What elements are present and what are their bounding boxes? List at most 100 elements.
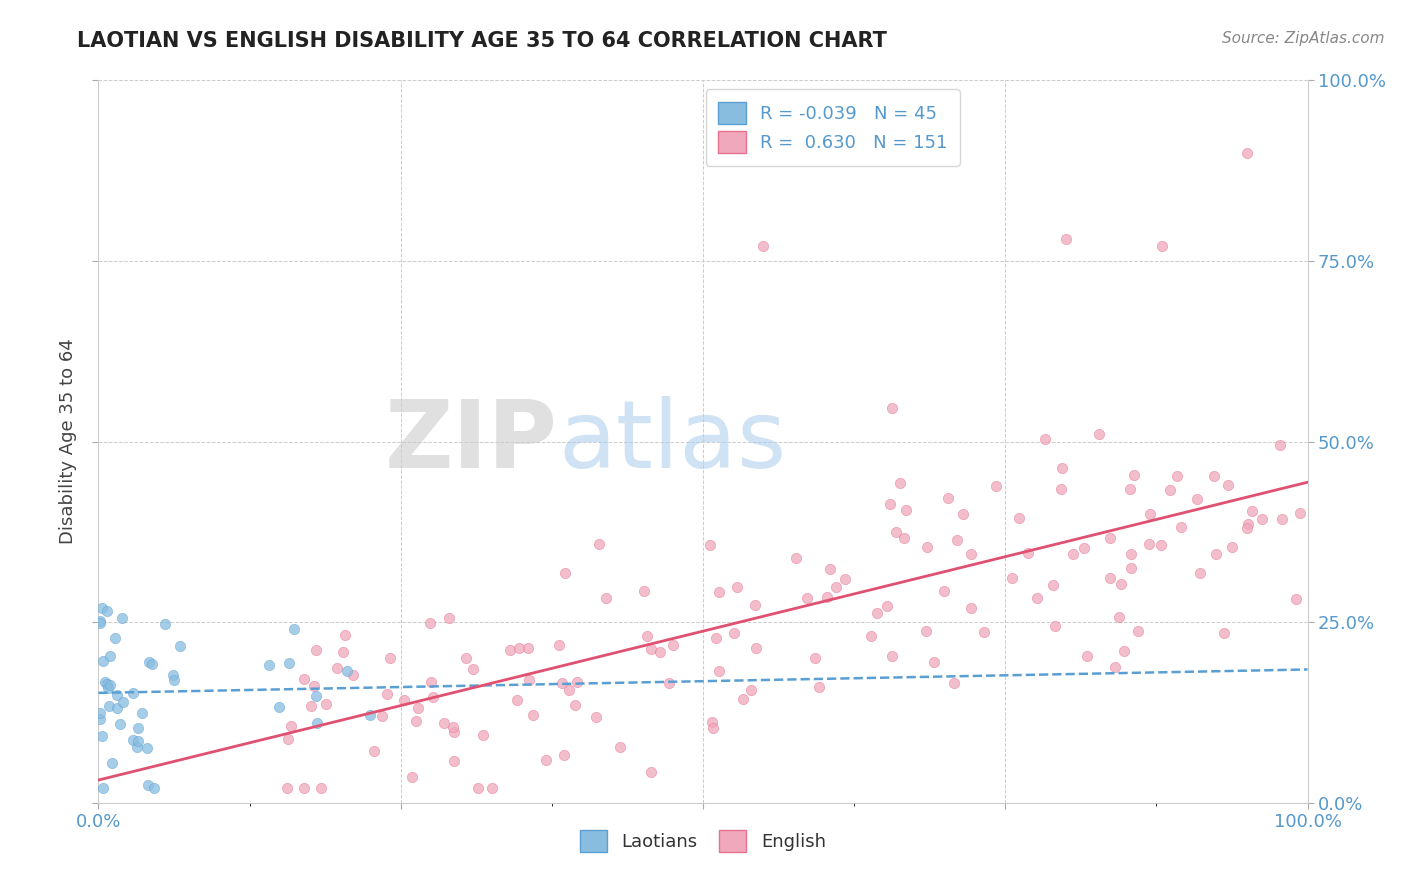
Point (879, 497, 901, 511)
Point (1033, 433, 1056, 447)
Point (277, 732, 299, 747)
Point (481, 781, 503, 796)
Point (122, 732, 145, 747)
Point (89, 706, 111, 720)
Point (595, 591, 617, 605)
Point (406, 701, 429, 715)
Point (1204, 469, 1226, 483)
Point (1285, 592, 1308, 607)
Point (1099, 531, 1122, 545)
Point (1149, 538, 1171, 552)
Point (960, 547, 983, 561)
Point (785, 551, 807, 566)
Point (280, 719, 302, 733)
Point (1076, 649, 1098, 664)
Point (378, 651, 401, 665)
Point (1122, 468, 1144, 483)
Point (553, 748, 575, 763)
Point (401, 770, 423, 784)
Point (704, 631, 727, 645)
Point (422, 690, 444, 704)
Point (859, 629, 882, 643)
Point (461, 662, 484, 676)
Point (91, 781, 114, 796)
Point (834, 572, 856, 586)
Point (932, 583, 955, 598)
Point (104, 631, 127, 645)
Point (267, 700, 290, 714)
Point (89, 615, 111, 630)
Point (441, 720, 464, 734)
Point (326, 661, 349, 675)
Point (96, 676, 118, 690)
Point (89, 614, 111, 628)
Point (508, 640, 530, 655)
Point (946, 533, 969, 548)
Point (733, 692, 755, 706)
Point (943, 675, 966, 690)
Point (1054, 232, 1077, 246)
Point (433, 716, 456, 731)
Point (163, 673, 186, 687)
Point (1220, 540, 1243, 554)
Point (1008, 511, 1031, 525)
Point (1104, 660, 1126, 674)
Point (1139, 507, 1161, 521)
Point (880, 648, 903, 663)
Point (1170, 519, 1192, 533)
Point (1241, 504, 1264, 518)
Point (1001, 571, 1024, 585)
Point (304, 689, 326, 703)
Legend: Laotians, English: Laotians, English (572, 822, 834, 859)
Point (825, 580, 848, 594)
Point (97, 698, 120, 713)
Text: ZIP: ZIP (385, 395, 558, 488)
Point (865, 606, 887, 620)
Point (292, 673, 315, 687)
Point (1213, 626, 1236, 640)
Point (437, 611, 460, 625)
Point (564, 698, 586, 712)
Point (105, 701, 128, 715)
Point (1236, 145, 1258, 160)
Point (98, 678, 121, 692)
Point (377, 687, 399, 701)
Point (952, 508, 974, 522)
Point (1159, 483, 1181, 497)
Point (1216, 478, 1239, 492)
Point (1108, 610, 1130, 624)
Point (744, 598, 766, 612)
Point (1236, 521, 1258, 535)
Point (257, 657, 280, 672)
Point (633, 584, 655, 599)
Point (1250, 512, 1272, 526)
Point (640, 764, 662, 779)
Point (335, 628, 357, 642)
Point (1043, 619, 1066, 633)
Point (105, 688, 128, 702)
Point (882, 401, 904, 415)
Point (915, 540, 938, 554)
Point (658, 675, 681, 690)
Point (90, 601, 112, 615)
Point (818, 561, 841, 575)
Point (142, 781, 165, 796)
Point (111, 611, 134, 625)
Point (550, 676, 572, 690)
Point (915, 624, 938, 638)
Point (467, 781, 489, 796)
Point (1062, 547, 1084, 561)
Point (960, 601, 983, 615)
Point (1185, 491, 1208, 506)
Point (709, 584, 731, 599)
Text: LAOTIAN VS ENGLISH DISABILITY AGE 35 TO 64 CORRELATION CHART: LAOTIAN VS ENGLISH DISABILITY AGE 35 TO … (77, 31, 887, 51)
Point (363, 744, 385, 758)
Point (153, 617, 176, 632)
Point (169, 639, 191, 653)
Point (876, 599, 898, 613)
Point (1050, 460, 1073, 475)
Point (585, 710, 607, 724)
Point (558, 682, 581, 697)
Point (405, 714, 427, 729)
Text: atlas: atlas (558, 395, 786, 488)
